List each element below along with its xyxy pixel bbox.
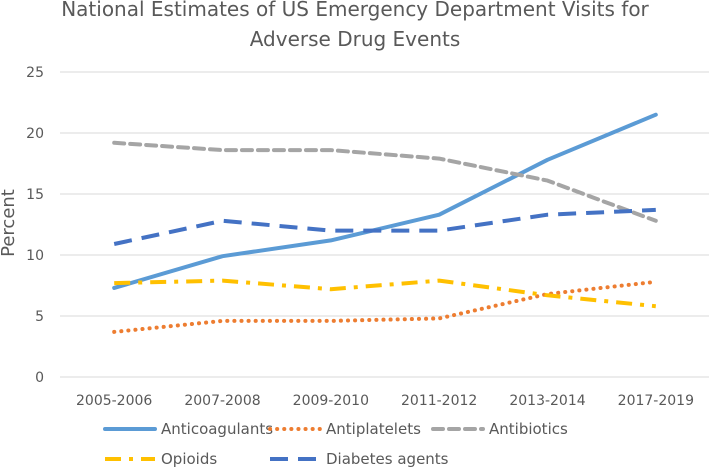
chart-title-line-2: Adverse Drug Events xyxy=(250,27,461,51)
x-tick-2007-2008: 2007-2008 xyxy=(184,393,260,409)
series-anticoagulants xyxy=(112,112,658,290)
y-tick-15: 15 xyxy=(26,187,44,203)
y-tick-0: 0 xyxy=(35,370,44,386)
legend-label-diabetes-agents: Diabetes agents xyxy=(326,450,449,468)
y-tick-20: 20 xyxy=(26,126,44,142)
legend: Anticoagulants Antiplatelets Antibiotics Op… xyxy=(103,420,568,468)
series-diabetes-agents xyxy=(113,207,656,246)
x-tick-2013-2014: 2013-2014 xyxy=(509,393,585,409)
legend-item-opioids: Opioids xyxy=(105,450,217,468)
series-line-diabetes-agents xyxy=(113,207,656,246)
x-tick-labels: 2005-2006 2007-2008 2009-2010 2011-2012 2013… xyxy=(76,393,694,409)
y-tick-25: 25 xyxy=(26,65,44,81)
x-tick-2017-2019: 2017-2019 xyxy=(618,393,694,409)
series-lines xyxy=(112,112,658,334)
legend-item-antiplatelets: Antiplatelets xyxy=(268,420,421,438)
legend-label-anticoagulants: Anticoagulants xyxy=(161,420,273,438)
series-line-antiplatelets xyxy=(112,279,658,334)
series-antibiotics xyxy=(112,140,658,223)
legend-label-opioids: Opioids xyxy=(161,450,217,468)
legend-item-diabetes-agents: Diabetes agents xyxy=(270,450,449,468)
gridlines xyxy=(60,71,709,378)
series-opioids xyxy=(114,278,657,309)
x-tick-2005-2006: 2005-2006 xyxy=(76,393,152,409)
series-line-opioids xyxy=(114,278,657,309)
legend-item-anticoagulants: Anticoagulants xyxy=(103,420,273,438)
legend-label-antibiotics: Antibiotics xyxy=(489,420,568,438)
legend-item-antibiotics: Antibiotics xyxy=(431,420,568,438)
series-line-antibiotics xyxy=(112,140,658,223)
y-tick-5: 5 xyxy=(35,309,44,325)
series-line-anticoagulants xyxy=(112,112,658,290)
x-tick-2011-2012: 2011-2012 xyxy=(401,393,477,409)
x-tick-2009-2010: 2009-2010 xyxy=(293,393,369,409)
y-axis-label: Percent xyxy=(0,189,19,257)
chart-title-line-1: National Estimates of US Emergency Depar… xyxy=(61,0,649,21)
y-tick-labels: 0 5 10 15 20 25 xyxy=(26,65,44,386)
series-antiplatelets xyxy=(112,279,658,334)
y-tick-10: 10 xyxy=(26,248,44,264)
legend-label-antiplatelets: Antiplatelets xyxy=(326,420,421,438)
